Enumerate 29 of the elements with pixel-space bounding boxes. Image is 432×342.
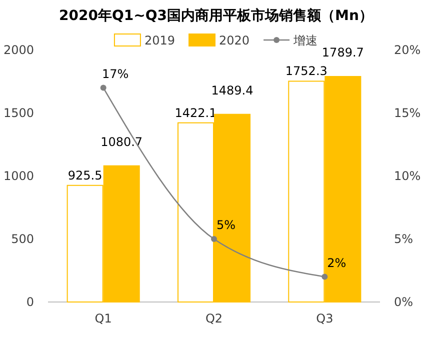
data-label: 1422.1 (174, 106, 217, 120)
x-tick-label: Q3 (316, 312, 334, 326)
data-label: 1489.4 (211, 83, 254, 98)
data-label: 925.5 (68, 168, 102, 182)
y2-tick-label: 10% (394, 168, 421, 183)
data-label: 2% (327, 256, 346, 270)
y2-tick-label: 0% (394, 294, 414, 309)
point (322, 274, 328, 280)
y-tick-label: 1000 (3, 168, 34, 183)
data-label: 1789.7 (322, 46, 364, 60)
legend-label: 2019 (144, 34, 175, 48)
point (211, 236, 217, 242)
y2-tick-label: 5% (394, 232, 414, 246)
y-tick-label: 500 (11, 232, 34, 246)
data-label: 17% (102, 66, 129, 81)
y2-tick-label: 15% (394, 106, 421, 120)
legend-label: 2020 (219, 34, 250, 48)
x-tick-label: Q2 (205, 312, 223, 326)
y-tick-label: 0 (26, 294, 34, 309)
point (100, 84, 106, 91)
data-label: 1752.3 (285, 64, 328, 78)
y-tick-label: 1500 (3, 106, 34, 120)
legend-label: 增速 (292, 34, 318, 48)
data-label: 1080.7 (100, 134, 143, 149)
data-label: 5% (216, 218, 236, 232)
y-tick-label: 2000 (3, 42, 34, 57)
x-tick-label: Q1 (94, 312, 112, 326)
y2-tick-label: 20% (394, 42, 421, 57)
chart-title: 2020年Q1~Q3国内商用平板市场销售额（Mn） (59, 7, 373, 24)
